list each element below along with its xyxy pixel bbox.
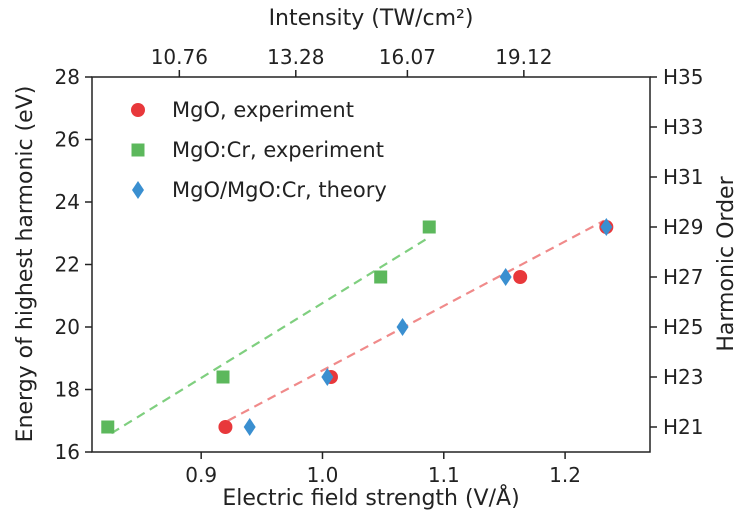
x-tick-label: 1.2	[549, 463, 581, 487]
y-axis-title: Energy of highest harmonic (eV)	[13, 86, 38, 443]
right-y-tick-label: H23	[663, 365, 704, 389]
x-axis-title: Electric field strength (V/Å)	[222, 484, 519, 511]
y-tick-label: 20	[55, 315, 80, 339]
x-tick-label: 0.9	[185, 463, 217, 487]
point-diamond-5	[600, 218, 613, 236]
right-y-tick-label: H33	[663, 115, 704, 139]
y-tick-label: 26	[55, 128, 80, 152]
right-y-tick-label: H25	[663, 315, 704, 339]
x-tick-label: 1.1	[428, 463, 460, 487]
fit-line-1	[110, 238, 427, 435]
legend-label: MgO:Cr, experiment	[172, 138, 384, 162]
legend: MgO, experiment MgO:Cr, experiment MgO/MgO…	[131, 98, 387, 202]
point-square-2	[216, 370, 230, 384]
right-y-ticks: H21 H23 H25 H27 H29 H31 H33 H35	[650, 65, 704, 439]
point-circle-3	[513, 270, 528, 284]
point-circle-1	[218, 420, 233, 434]
top-x-tick-label: 13.28	[267, 45, 324, 69]
top-x-axis-title: Intensity (TW/cm²)	[269, 6, 474, 31]
right-y-tick-label: H31	[663, 165, 704, 189]
fit-line-2	[227, 219, 605, 422]
right-y-tick-label: H35	[663, 65, 704, 89]
fit-lines	[110, 219, 605, 435]
point-diamond-4	[499, 268, 512, 286]
y-tick-label: 24	[55, 190, 80, 214]
right-y-tick-label: H29	[663, 215, 704, 239]
y-tick-label: 18	[55, 378, 80, 402]
legend-marker-circle	[131, 103, 145, 117]
point-square-4	[422, 220, 436, 234]
point-square-3	[374, 270, 388, 284]
right-y-tick-label: H21	[663, 415, 704, 439]
data-points	[101, 218, 614, 436]
top-x-ticks: 10.76 13.28 16.07 19.12	[151, 45, 552, 77]
point-square-1	[101, 420, 115, 434]
top-x-tick-label: 16.07	[379, 45, 436, 69]
y-tick-label: 22	[55, 253, 80, 277]
bottom-x-ticks: 0.9 1.0 1.1 1.2	[185, 452, 581, 487]
y-tick-label: 16	[55, 440, 80, 464]
left-y-ticks: 16 18 20 22 24 26 28	[55, 65, 92, 464]
legend-label: MgO, experiment	[172, 98, 354, 122]
point-diamond-3	[396, 318, 409, 336]
point-diamond-2	[321, 368, 334, 386]
legend-marker-square	[131, 143, 145, 157]
right-y-axis-title: Harmonic Order	[714, 175, 739, 351]
top-x-tick-label: 19.12	[495, 45, 552, 69]
legend-marker-diamond	[132, 181, 144, 199]
y-tick-label: 28	[55, 65, 80, 89]
legend-label: MgO/MgO:Cr, theory	[172, 178, 387, 202]
point-diamond-1	[243, 418, 256, 436]
plot-frame	[91, 76, 651, 453]
x-tick-label: 1.0	[307, 463, 339, 487]
top-x-tick-label: 10.76	[151, 45, 208, 69]
right-y-tick-label: H27	[663, 265, 704, 289]
